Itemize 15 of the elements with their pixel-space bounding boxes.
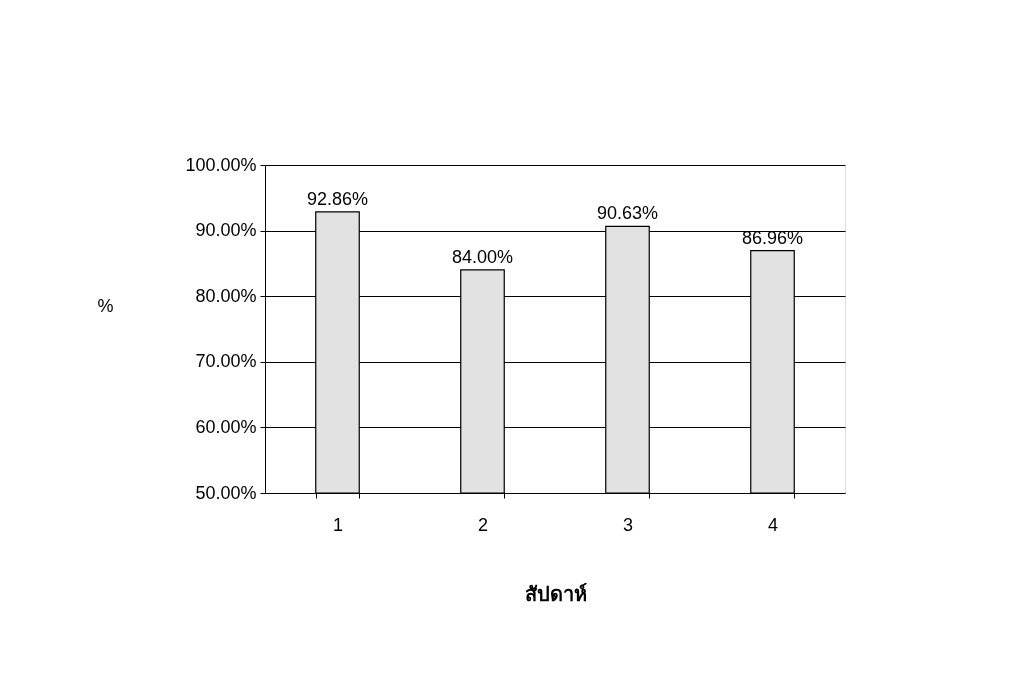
x-axis-title: สัปดาห์ bbox=[524, 581, 587, 606]
data-label: 84.00% bbox=[451, 246, 514, 267]
y-tick-label: 50.00% bbox=[195, 482, 257, 503]
x-tick-label: 3 bbox=[622, 514, 634, 535]
y-tick-label: 90.00% bbox=[195, 220, 257, 241]
x-tick-label: 1 bbox=[332, 514, 344, 535]
data-label: 90.63% bbox=[596, 203, 659, 224]
y-tick-label: 70.00% bbox=[195, 351, 257, 372]
data-label: 92.86% bbox=[306, 188, 369, 209]
y-tick-label: 80.00% bbox=[195, 285, 257, 306]
x-tick-label: 4 bbox=[767, 514, 779, 535]
y-axis-title: % bbox=[97, 295, 114, 316]
y-tick-label: 60.00% bbox=[195, 416, 257, 437]
y-tick-label: 100.00% bbox=[185, 154, 257, 175]
x-tick-label: 2 bbox=[477, 514, 489, 535]
